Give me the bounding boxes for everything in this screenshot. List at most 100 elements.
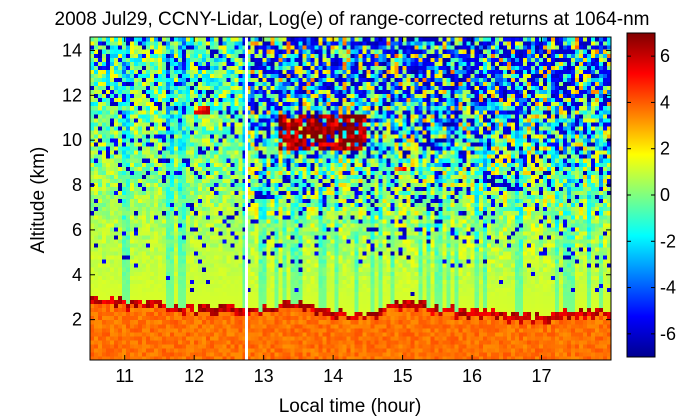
heatmap-cell — [226, 259, 231, 264]
heatmap-cell — [302, 230, 308, 236]
heatmap-cell — [90, 283, 95, 288]
heatmap-cell — [266, 121, 271, 127]
heatmap-cell — [170, 97, 175, 103]
heatmap-cell — [146, 315, 151, 321]
heatmap-cell — [170, 141, 175, 147]
heatmap-cell — [202, 81, 207, 87]
heatmap-cell — [314, 89, 320, 95]
heatmap-cell — [98, 263, 103, 268]
heatmap-cell — [214, 255, 219, 260]
heatmap-cell — [246, 41, 251, 46]
heatmap-cell — [274, 275, 279, 280]
heatmap-cell — [322, 222, 328, 228]
heatmap-cell — [274, 41, 279, 46]
heatmap-cell — [254, 222, 259, 228]
heatmap-cell — [150, 89, 155, 95]
heatmap-cell — [178, 137, 183, 143]
heatmap-cell — [238, 299, 243, 305]
heatmap-cell — [330, 234, 336, 240]
heatmap-cell — [286, 190, 291, 196]
heatmap-cell — [330, 137, 336, 143]
heatmap-cell — [310, 222, 316, 228]
heatmap-cell — [266, 319, 271, 325]
heatmap-cell — [298, 295, 304, 301]
heatmap-cell — [174, 125, 179, 131]
heatmap-cell — [202, 343, 207, 349]
heatmap-cell — [226, 263, 231, 268]
heatmap-cell — [322, 315, 328, 321]
heatmap-cell — [274, 307, 279, 313]
heatmap-cell — [254, 170, 259, 175]
heatmap-cell — [314, 65, 320, 70]
heatmap-cell — [142, 77, 147, 83]
heatmap-cell — [222, 242, 227, 248]
heatmap-cell — [134, 89, 139, 95]
heatmap-cell — [174, 81, 179, 87]
heatmap-cell — [122, 287, 127, 292]
heatmap-cell — [334, 275, 340, 280]
heatmap-cell — [250, 291, 255, 296]
heatmap-cell — [302, 61, 308, 66]
heatmap-cell — [106, 49, 111, 54]
heatmap-cell — [178, 150, 183, 155]
heatmap-cell — [214, 355, 219, 360]
heatmap-cell — [162, 323, 167, 329]
heatmap-cell — [246, 267, 251, 272]
heatmap-cell — [334, 206, 340, 212]
heatmap-cell — [274, 129, 279, 135]
heatmap-cell — [302, 226, 308, 232]
heatmap-cell — [182, 125, 187, 131]
heatmap-cell — [246, 287, 251, 292]
heatmap-cell — [98, 101, 103, 107]
heatmap-cell — [230, 295, 235, 301]
heatmap-cell — [118, 271, 123, 276]
heatmap-cell — [238, 97, 243, 103]
heatmap-cell — [266, 226, 271, 232]
heatmap-cell — [302, 343, 308, 349]
heatmap-cell — [214, 101, 219, 107]
heatmap-cell — [310, 323, 316, 329]
heatmap-cell — [254, 218, 259, 224]
heatmap-cell — [238, 137, 243, 143]
heatmap-cell — [282, 45, 287, 50]
heatmap-cell — [182, 41, 187, 46]
heatmap-cell — [166, 113, 171, 119]
heatmap-cell — [218, 37, 223, 42]
heatmap-cell — [206, 210, 211, 216]
heatmap-cell — [282, 182, 287, 187]
heatmap-cell — [126, 283, 131, 288]
heatmap-cell — [314, 315, 320, 321]
heatmap-cell — [222, 186, 227, 192]
heatmap-cell — [94, 158, 99, 163]
heatmap-cell — [266, 137, 271, 143]
heatmap-cell — [154, 234, 159, 240]
heatmap-cell — [218, 113, 223, 119]
heatmap-cell — [110, 49, 115, 54]
heatmap-cell — [214, 117, 219, 123]
heatmap-cell — [270, 230, 275, 236]
heatmap-cell — [238, 206, 243, 212]
heatmap-cell — [302, 283, 308, 288]
chart-title: 2008 Jul29, CCNY-Lidar, Log(e) of range-… — [55, 9, 650, 30]
heatmap-cell — [198, 81, 203, 87]
heatmap-cell — [234, 238, 239, 244]
heatmap-cell — [238, 186, 243, 192]
heatmap-cell — [226, 85, 231, 91]
heatmap-cell — [154, 202, 159, 208]
heatmap-cell — [174, 234, 179, 240]
heatmap-cell — [178, 146, 183, 151]
heatmap-cell — [298, 45, 304, 50]
heatmap-cell — [126, 49, 131, 54]
heatmap-cell — [162, 141, 167, 147]
heatmap-cell — [278, 85, 283, 91]
heatmap-cell — [306, 77, 312, 83]
heatmap-cell — [282, 323, 287, 329]
heatmap-cell — [266, 343, 271, 349]
heatmap-cell — [218, 287, 223, 292]
heatmap-cell — [334, 101, 340, 107]
heatmap-cell — [182, 303, 187, 309]
heatmap-cell — [158, 323, 163, 329]
heatmap-cell — [286, 85, 291, 91]
heatmap-cell — [218, 351, 223, 357]
heatmap-cell — [254, 121, 259, 127]
